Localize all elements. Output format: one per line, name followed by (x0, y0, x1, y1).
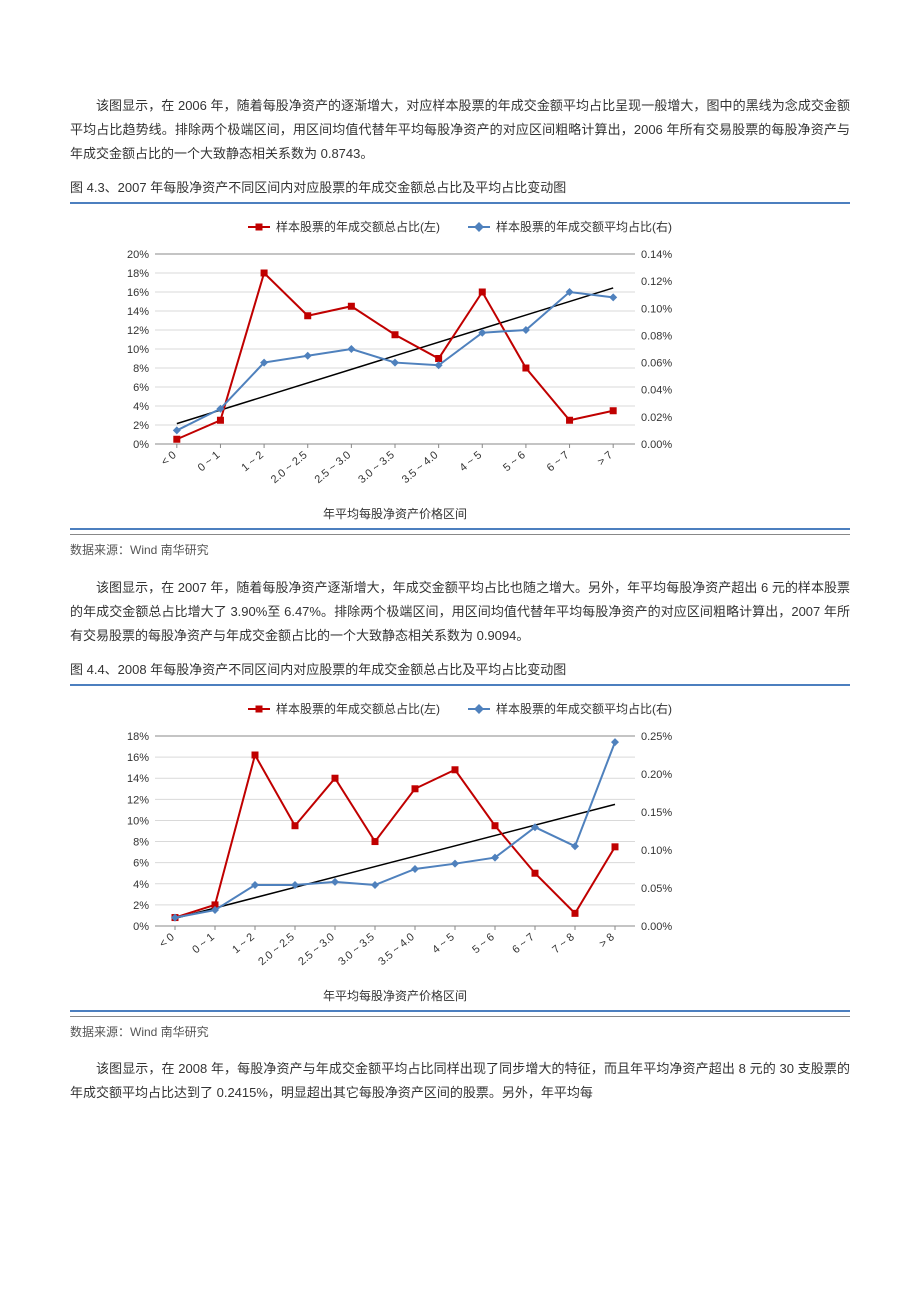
chart-4-3-legend: 样本股票的年成交额总占比(左) 样本股票的年成交额平均占比(右) (70, 216, 850, 238)
svg-text:4 ~ 5: 4 ~ 5 (458, 449, 485, 474)
svg-text:3.0 ~ 3.5: 3.0 ~ 3.5 (336, 931, 377, 968)
svg-text:0.00%: 0.00% (641, 439, 672, 451)
svg-text:0.10%: 0.10% (641, 845, 672, 857)
figure-4-3-title: 图 4.3、2007 年每股净资产不同区间内对应股票的年成交金额总占比及平均占比… (70, 176, 850, 204)
svg-text:2.5 ~ 3.0: 2.5 ~ 3.0 (296, 931, 337, 968)
svg-text:4 ~ 5: 4 ~ 5 (430, 931, 457, 956)
diamond-marker-icon (468, 708, 490, 710)
svg-text:12%: 12% (127, 794, 149, 806)
svg-text:14%: 14% (127, 306, 149, 318)
svg-text:3.5 ~ 4.0: 3.5 ~ 4.0 (400, 449, 441, 486)
svg-text:2%: 2% (133, 420, 149, 432)
svg-text:1 ~ 2: 1 ~ 2 (239, 449, 266, 474)
svg-text:< 0: < 0 (159, 449, 179, 468)
svg-text:4%: 4% (133, 401, 149, 413)
svg-text:16%: 16% (127, 752, 149, 764)
svg-text:0 ~ 1: 0 ~ 1 (196, 449, 223, 474)
legend-blue-label: 样本股票的年成交额平均占比(右) (496, 216, 672, 238)
svg-text:0.05%: 0.05% (641, 883, 672, 895)
svg-text:2.0 ~ 2.5: 2.0 ~ 2.5 (269, 449, 310, 486)
svg-text:0.04%: 0.04% (641, 385, 672, 397)
svg-text:16%: 16% (127, 287, 149, 299)
chart-4-3: 样本股票的年成交额总占比(左) 样本股票的年成交额平均占比(右) 0% 2% 4% 6… (70, 206, 850, 526)
svg-text:0 ~ 1: 0 ~ 1 (190, 931, 217, 956)
legend-red: 样本股票的年成交额总占比(左) (248, 698, 440, 720)
svg-text:0.10%: 0.10% (641, 304, 672, 316)
data-source-2: 数据来源：Wind 南华研究 (70, 1016, 850, 1043)
svg-text:6 ~ 7: 6 ~ 7 (545, 449, 572, 474)
svg-text:18%: 18% (127, 731, 149, 743)
svg-text:12%: 12% (127, 325, 149, 337)
svg-text:6%: 6% (133, 382, 149, 394)
legend-blue: 样本股票的年成交额平均占比(右) (468, 216, 672, 238)
svg-text:6%: 6% (133, 858, 149, 870)
svg-text:0.20%: 0.20% (641, 769, 672, 781)
svg-text:0.14%: 0.14% (641, 249, 672, 261)
paragraph-3: 该图显示，在 2008 年，每股净资产与年成交金额平均占比同样出现了同步增大的特… (70, 1057, 850, 1105)
svg-text:0.12%: 0.12% (641, 277, 672, 289)
svg-text:2.5 ~ 3.0: 2.5 ~ 3.0 (313, 449, 354, 486)
svg-text:3.5 ~ 4.0: 3.5 ~ 4.0 (376, 931, 417, 968)
diamond-marker-icon (468, 226, 490, 228)
svg-text:1 ~ 2: 1 ~ 2 (230, 931, 257, 956)
svg-text:2.0 ~ 2.5: 2.0 ~ 2.5 (256, 931, 297, 968)
figure-4-4-title: 图 4.4、2008 年每股净资产不同区间内对应股票的年成交金额总占比及平均占比… (70, 658, 850, 686)
svg-text:0.02%: 0.02% (641, 412, 672, 424)
svg-text:5 ~ 6: 5 ~ 6 (501, 449, 528, 474)
square-marker-icon (248, 226, 270, 228)
svg-text:6 ~ 7: 6 ~ 7 (510, 931, 537, 956)
svg-text:0%: 0% (133, 439, 149, 451)
svg-text:8%: 8% (133, 836, 149, 848)
chart-4-4: 样本股票的年成交额总占比(左) 样本股票的年成交额平均占比(右) 0% 2% 4% 6… (70, 688, 850, 1008)
divider (70, 1010, 850, 1012)
svg-text:> 7: > 7 (595, 449, 615, 468)
svg-text:10%: 10% (127, 344, 149, 356)
svg-text:4%: 4% (133, 879, 149, 891)
legend-red-label: 样本股票的年成交额总占比(左) (276, 216, 440, 238)
svg-text:0.06%: 0.06% (641, 358, 672, 370)
svg-text:0%: 0% (133, 921, 149, 933)
svg-text:0.15%: 0.15% (641, 807, 672, 819)
svg-text:0.08%: 0.08% (641, 331, 672, 343)
svg-text:8%: 8% (133, 363, 149, 375)
svg-text:年平均每股净资产价格区间: 年平均每股净资产价格区间 (323, 506, 467, 521)
chart-4-4-legend: 样本股票的年成交额总占比(左) 样本股票的年成交额平均占比(右) (70, 698, 850, 720)
svg-text:> 8: > 8 (597, 931, 617, 950)
square-marker-icon (248, 708, 270, 710)
legend-blue: 样本股票的年成交额平均占比(右) (468, 698, 672, 720)
legend-blue-label: 样本股票的年成交额平均占比(右) (496, 698, 672, 720)
svg-text:年平均每股净资产价格区间: 年平均每股净资产价格区间 (323, 988, 467, 1003)
svg-text:0.00%: 0.00% (641, 921, 672, 933)
data-source-1: 数据来源：Wind 南华研究 (70, 534, 850, 561)
svg-text:7 ~ 8: 7 ~ 8 (550, 931, 577, 956)
legend-red-label: 样本股票的年成交额总占比(左) (276, 698, 440, 720)
svg-text:14%: 14% (127, 773, 149, 785)
svg-text:5 ~ 6: 5 ~ 6 (470, 931, 497, 956)
legend-red: 样本股票的年成交额总占比(左) (248, 216, 440, 238)
svg-text:3.0 ~ 3.5: 3.0 ~ 3.5 (356, 449, 397, 486)
paragraph-1: 该图显示，在 2006 年，随着每股净资产的逐渐增大，对应样本股票的年成交金额平… (70, 94, 850, 166)
chart-4-4-svg: 0% 2% 4% 6% 8% 10% 12% 14% 16% 18% 0.00% 0.05% 0.10%… (110, 726, 690, 1006)
svg-text:18%: 18% (127, 268, 149, 280)
divider (70, 528, 850, 530)
svg-text:20%: 20% (127, 249, 149, 261)
svg-text:2%: 2% (133, 900, 149, 912)
chart-4-3-svg: 0% 2% 4% 6% 8% 10% 12% 14% 16% 18% 20% 0.00% 0.02% 0.… (110, 244, 690, 524)
svg-text:10%: 10% (127, 815, 149, 827)
svg-text:0.25%: 0.25% (641, 731, 672, 743)
svg-text:< 0: < 0 (157, 931, 177, 950)
paragraph-2: 该图显示，在 2007 年，随着每股净资产逐渐增大，年成交金额平均占比也随之增大… (70, 576, 850, 648)
